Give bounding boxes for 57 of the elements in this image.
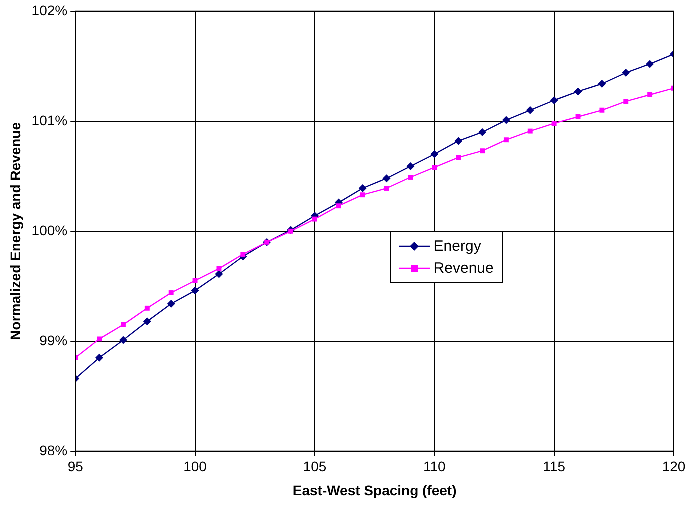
x-tick-label: 100	[184, 458, 208, 475]
point	[288, 228, 294, 234]
point	[600, 108, 605, 113]
point	[478, 128, 487, 136]
point	[143, 318, 152, 326]
point	[552, 121, 557, 126]
x-tick-label: 110	[423, 458, 446, 475]
point	[528, 128, 533, 134]
point	[96, 354, 104, 362]
point	[144, 306, 150, 311]
point	[121, 322, 126, 328]
point	[360, 192, 366, 198]
point	[406, 162, 415, 170]
point	[648, 92, 653, 98]
point	[382, 174, 391, 183]
point	[168, 290, 174, 296]
point	[550, 96, 558, 104]
point	[624, 99, 629, 104]
legend-label: Energy	[434, 238, 482, 255]
point	[119, 336, 128, 344]
point	[504, 138, 509, 143]
point	[384, 186, 390, 191]
y-axis-title: Normalized Energy and Revenue	[7, 122, 24, 340]
legend-label: Revenue	[434, 260, 494, 277]
point	[574, 88, 582, 96]
point	[191, 286, 200, 295]
x-tick-label: 120	[662, 458, 686, 475]
point	[432, 165, 438, 170]
point	[167, 300, 176, 308]
point	[480, 148, 485, 154]
y-tick-label: 100%	[32, 222, 68, 238]
point	[192, 278, 198, 284]
x-tick-label: 95	[68, 458, 84, 475]
point	[215, 270, 224, 278]
y-tick-label: 102%	[32, 2, 68, 18]
point	[312, 216, 318, 222]
point	[358, 184, 367, 192]
point	[216, 266, 222, 272]
point	[430, 150, 439, 158]
point	[502, 116, 510, 124]
point	[598, 80, 606, 88]
point	[97, 336, 102, 342]
y-tick-label: 98%	[40, 442, 68, 458]
x-axis-title: East-West Spacing (feet)	[292, 482, 457, 498]
point	[622, 69, 630, 77]
x-tick-label: 115	[543, 458, 566, 475]
point	[240, 252, 246, 257]
x-tick-label: 105	[303, 458, 327, 475]
point	[456, 155, 462, 160]
y-tick-label: 101%	[32, 112, 68, 128]
point	[576, 114, 581, 120]
point	[408, 175, 414, 180]
point	[526, 106, 534, 114]
point	[454, 137, 463, 146]
y-tick-label: 99%	[40, 332, 68, 348]
point	[336, 204, 342, 209]
point	[646, 60, 654, 68]
